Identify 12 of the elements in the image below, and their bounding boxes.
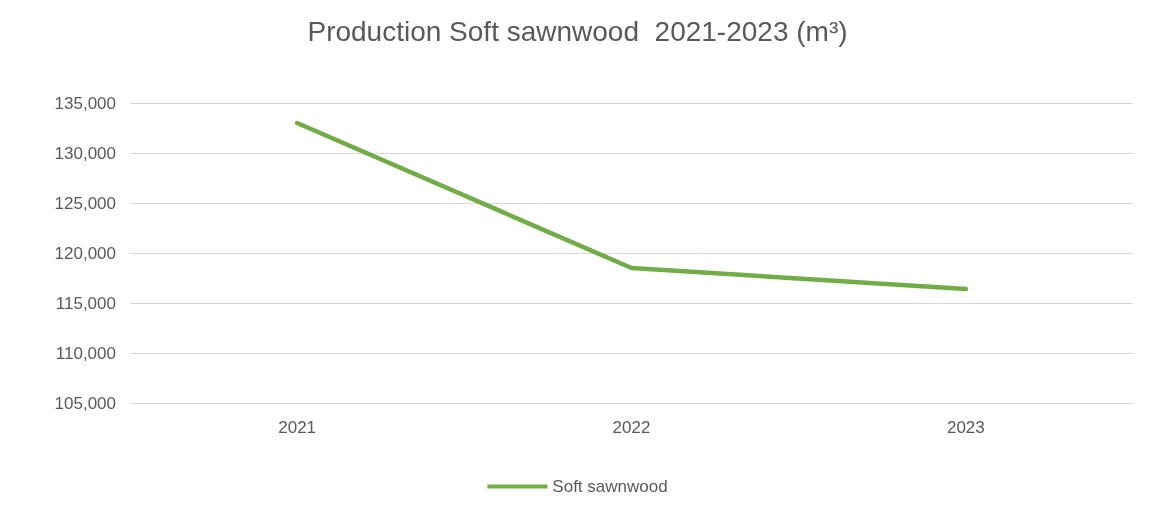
y-tick-label: 105,000	[54, 393, 116, 413]
y-tick-label: 110,000	[55, 343, 116, 363]
y-tick-label: 115,000	[55, 293, 116, 313]
legend-label: Soft sawnwood	[552, 477, 668, 496]
y-tick-label: 125,000	[54, 193, 116, 213]
x-tick-label: 2022	[612, 418, 651, 437]
x-tick-label: 2023	[946, 418, 985, 437]
y-tick-label: 130,000	[54, 143, 116, 163]
y-tick-label: 135,000	[54, 93, 116, 113]
x-tick-label: 2021	[278, 418, 317, 437]
y-tick-label: 120,000	[54, 243, 116, 263]
chart-title: Production Soft sawnwood 2021-2023 (m³)	[307, 15, 848, 47]
